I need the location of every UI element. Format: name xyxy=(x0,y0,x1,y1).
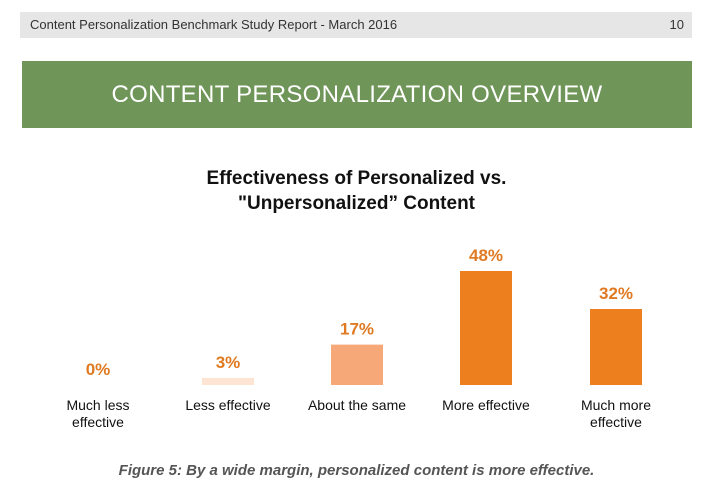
category-label-4-0: Much more xyxy=(581,397,651,413)
page-number: 10 xyxy=(669,17,684,32)
category-label-4-1: effective xyxy=(590,414,642,430)
bar-2 xyxy=(331,344,383,385)
category-label-0-0: Much less xyxy=(66,397,129,413)
value-label-3: 48% xyxy=(469,246,503,265)
report-header: Content Personalization Benchmark Study … xyxy=(20,12,692,38)
value-label-0: 0% xyxy=(86,360,111,379)
value-label-4: 32% xyxy=(599,284,633,303)
bar-3 xyxy=(460,271,512,385)
chart-title: Effectiveness of Personalized vs. "Unper… xyxy=(0,166,713,216)
category-label-0-1: effective xyxy=(72,414,124,430)
category-label-2-0: About the same xyxy=(308,397,406,413)
value-label-2: 17% xyxy=(340,320,374,339)
chart-title-line-2: "Unpersonalized” Content xyxy=(237,193,476,214)
value-label-1: 3% xyxy=(216,353,241,372)
figure-caption: Figure 5: By a wide margin, personalized… xyxy=(118,462,595,479)
category-label-3-0: More effective xyxy=(442,397,530,413)
category-label-1-0: Less effective xyxy=(185,397,271,413)
bar-4 xyxy=(590,309,642,385)
chart-title-line-1: Effectiveness of Personalized vs. xyxy=(206,168,507,189)
report-title: Content Personalization Benchmark Study … xyxy=(30,17,398,32)
section-banner: CONTENT PERSONALIZATION OVERVIEW xyxy=(22,61,692,128)
bar-1 xyxy=(202,377,254,385)
section-heading: CONTENT PERSONALIZATION OVERVIEW xyxy=(111,81,603,108)
